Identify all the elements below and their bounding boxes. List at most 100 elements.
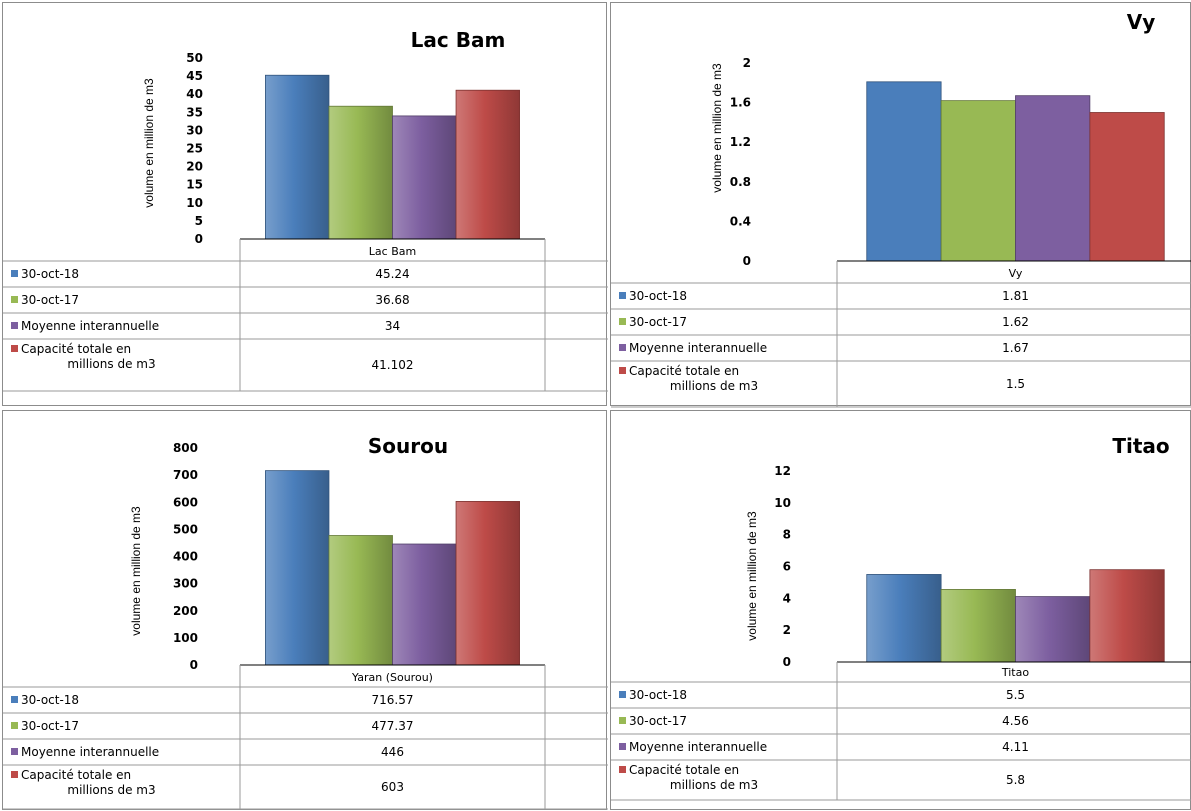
legend-swatch <box>619 344 626 351</box>
y-tick-label: 300 <box>173 577 198 591</box>
legend-swatch <box>11 322 18 329</box>
y-tick-label: 2 <box>743 56 751 70</box>
series-label: Moyenne interannuelle <box>21 745 159 759</box>
data-label: 36.68 <box>375 293 409 307</box>
data-label: 34 <box>385 319 400 333</box>
legend-swatch <box>11 345 18 352</box>
data-label: 716.57 <box>372 693 414 707</box>
y-tick-label: 1.6 <box>730 96 751 110</box>
data-label: 603 <box>381 780 404 794</box>
y-tick-label: 600 <box>173 495 198 509</box>
series-label: 30-oct-17 <box>21 719 79 733</box>
chart-panel-lac-bam: Lac Bam volume en million de m3 0 5 10 15 20 25… <box>2 2 608 406</box>
y-tick-label: 700 <box>173 468 198 482</box>
bar-2 <box>328 535 393 666</box>
category-label: Lac Bam <box>369 245 416 258</box>
y-tick-label: 0 <box>783 655 791 669</box>
chart-panel-titao: Titao volume en million de m3 0 2 4 6 8 10 12 Tit… <box>610 410 1191 810</box>
bar-2 <box>328 105 393 240</box>
data-label: 1.67 <box>1002 341 1029 355</box>
y-tick-label: 10 <box>186 196 203 210</box>
y-tick-label: 0 <box>743 254 751 268</box>
bar-3 <box>1015 95 1091 262</box>
y-tick-label: 35 <box>186 105 203 119</box>
y-tick-label: 20 <box>186 160 203 174</box>
chart-panel-vy: Vy volume en million de m3 0 0.4 0.8 1.2 1.6 2 V… <box>610 2 1191 408</box>
legend-swatch <box>11 696 18 703</box>
series-label: Capacité totale en millions de m3 <box>629 763 758 792</box>
data-label: 446 <box>381 745 404 759</box>
series-label: Capacité totale en millions de m3 <box>629 364 758 393</box>
data-label: 1.5 <box>1006 377 1025 391</box>
bar-4 <box>455 501 520 666</box>
bar-1 <box>265 74 330 240</box>
bar-4 <box>1089 112 1165 262</box>
bar-3 <box>1015 596 1091 663</box>
legend-swatch <box>11 270 18 277</box>
chart-title: Sourou <box>368 434 448 458</box>
bar-1 <box>866 574 942 663</box>
series-label: Moyenne interannuelle <box>629 740 767 754</box>
data-label: 4.11 <box>1002 740 1029 754</box>
y-axis-label: volume en million de m3 <box>745 511 759 641</box>
legend-swatch <box>619 743 626 750</box>
y-axis-label: volume en million de m3 <box>710 63 724 193</box>
y-tick-label: 0 <box>190 658 198 672</box>
data-label: 41.102 <box>372 358 414 372</box>
y-tick-label: 2 <box>783 623 791 637</box>
bar-2 <box>940 100 1016 262</box>
bar-3 <box>392 115 457 240</box>
bar-4 <box>455 89 520 240</box>
legend-swatch <box>619 367 626 374</box>
chart-svg: Sourou volume en million de m3 0 100 200 300 4… <box>3 434 608 810</box>
chart-title: Vy <box>1127 10 1156 34</box>
legend-swatch <box>11 722 18 729</box>
y-tick-label: 100 <box>173 631 198 645</box>
data-label: 45.24 <box>375 267 409 281</box>
legend-swatch <box>619 691 626 698</box>
legend-swatch <box>619 717 626 724</box>
y-axis-label: volume en million de m3 <box>129 506 143 636</box>
series-label: 30-oct-18 <box>629 688 687 702</box>
bar-3 <box>392 543 457 666</box>
y-tick-label: 800 <box>173 441 198 455</box>
series-label: 30-oct-17 <box>21 293 79 307</box>
y-tick-label: 500 <box>173 522 198 536</box>
series-label: Moyenne interannuelle <box>21 319 159 333</box>
y-tick-label: 40 <box>186 87 203 101</box>
category-label: Titao <box>1001 666 1029 679</box>
y-tick-label: 45 <box>186 69 203 83</box>
data-label: 1.62 <box>1002 315 1029 329</box>
chart-title: Titao <box>1112 434 1169 458</box>
chart-title: Lac Bam <box>411 28 506 52</box>
bar-4 <box>1089 569 1165 663</box>
bar-1 <box>265 470 330 666</box>
data-label: 5.8 <box>1006 773 1025 787</box>
y-tick-label: 5 <box>195 214 203 228</box>
series-label: 30-oct-17 <box>629 315 687 329</box>
series-label: Capacité totale en millions de m3 <box>21 768 156 797</box>
y-tick-label: 30 <box>186 123 203 137</box>
y-tick-label: 0.4 <box>730 214 751 228</box>
series-label: 30-oct-18 <box>629 289 687 303</box>
y-tick-label: 6 <box>783 560 791 574</box>
y-tick-label: 8 <box>783 528 791 542</box>
legend-swatch <box>619 318 626 325</box>
chart-panel-sourou: Sourou volume en million de m3 0 100 200 300 4… <box>2 410 608 810</box>
y-tick-label: 4 <box>783 591 791 605</box>
data-label: 4.56 <box>1002 714 1029 728</box>
data-label: 1.81 <box>1002 289 1029 303</box>
category-label: Vy <box>1009 267 1023 280</box>
y-tick-label: 400 <box>173 550 198 564</box>
series-label: 30-oct-18 <box>21 267 79 281</box>
category-label: Yaran (Sourou) <box>351 671 433 684</box>
y-tick-label: 15 <box>186 178 203 192</box>
chart-svg: Lac Bam volume en million de m3 0 5 10 15 20 25… <box>3 28 608 392</box>
y-tick-label: 50 <box>186 51 203 65</box>
y-tick-label: 12 <box>774 464 791 478</box>
y-tick-label: 1.2 <box>730 135 751 149</box>
series-label: Capacité totale en millions de m3 <box>21 342 156 371</box>
y-tick-label: 10 <box>774 496 791 510</box>
legend-swatch <box>619 766 626 773</box>
